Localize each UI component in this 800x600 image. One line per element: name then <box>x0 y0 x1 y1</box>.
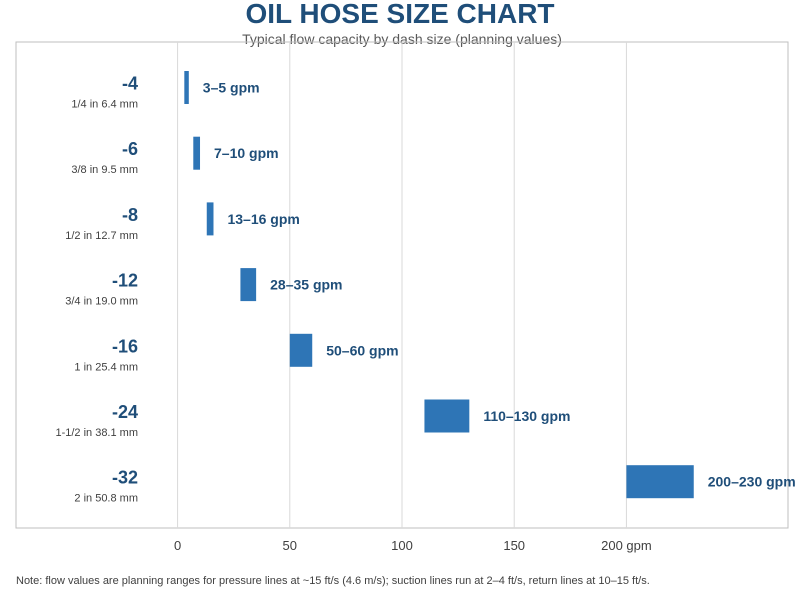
flow-range-label: 28–35 gpm <box>270 277 342 293</box>
flow-range-label: 3–5 gpm <box>203 80 260 96</box>
row-dash-16: -16 1 in 25.4 mm 50–60 gpm <box>74 333 399 373</box>
bar-rows: -4 1/4 in 6.4 mm 3–5 gpm -6 3/8 in 9.5 mm 7–1… <box>55 71 796 505</box>
hose-size-label: 1/4 in 6.4 mm <box>71 99 138 111</box>
dash-size-label: -24 <box>112 402 138 422</box>
x-tick-label: 100 <box>391 538 413 553</box>
x-tick-label: 50 <box>283 538 297 553</box>
dash-size-label: -4 <box>122 74 138 94</box>
x-tick-label: 150 <box>503 538 525 553</box>
chart-subtitle: Typical flow capacity by dash size (plan… <box>242 31 562 47</box>
x-axis-ticks: 0 50 100 150 200 gpm <box>174 538 652 553</box>
flow-range-bar <box>424 399 470 433</box>
x-tick-label: 200 gpm <box>601 538 652 553</box>
row-dash-32: -32 2 in 50.8 mm 200–230 gpm <box>74 465 796 505</box>
row-dash-8: -8 1/2 in 12.7 mm 13–16 gpm <box>65 202 300 242</box>
flow-range-bar <box>626 465 694 499</box>
dash-size-label: -16 <box>112 336 138 356</box>
flow-range-label: 13–16 gpm <box>227 211 299 227</box>
flow-range-bar <box>193 136 201 170</box>
flow-range-label: 110–130 gpm <box>483 408 570 424</box>
dash-size-label: -6 <box>122 139 138 159</box>
hose-size-label: 1/2 in 12.7 mm <box>65 230 138 242</box>
flow-range-label: 50–60 gpm <box>326 342 398 358</box>
footnote: Note: flow values are planning ranges fo… <box>16 575 650 587</box>
hose-size-label: 1 in 25.4 mm <box>74 361 138 373</box>
chart-title: OIL HOSE SIZE CHART <box>245 0 554 29</box>
hose-size-label: 3/4 in 19.0 mm <box>65 296 138 308</box>
dash-size-label: -32 <box>112 468 138 488</box>
flow-range-bar <box>184 71 189 104</box>
flow-range-label: 200–230 gpm <box>708 474 796 490</box>
grid-layer <box>177 42 627 528</box>
hose-size-label: 1-1/2 in 38.1 mm <box>55 427 138 439</box>
flow-range-bar <box>206 202 214 236</box>
row-dash-24: -24 1-1/2 in 38.1 mm 110–130 gpm <box>55 399 570 439</box>
dash-size-label: -8 <box>122 205 138 225</box>
hose-size-label: 3/8 in 9.5 mm <box>71 164 138 176</box>
hose-size-label: 2 in 50.8 mm <box>74 493 138 505</box>
row-dash-4: -4 1/4 in 6.4 mm 3–5 gpm <box>71 71 260 111</box>
flow-range-bar <box>240 268 257 302</box>
flow-range-label: 7–10 gpm <box>214 145 279 161</box>
dash-size-label: -12 <box>112 271 138 291</box>
flow-range-bar <box>289 333 313 367</box>
row-dash-6: -6 3/8 in 9.5 mm 7–10 gpm <box>71 136 279 176</box>
x-tick-label: 0 <box>174 538 181 553</box>
row-dash-12: -12 3/4 in 19.0 mm 28–35 gpm <box>65 268 343 308</box>
